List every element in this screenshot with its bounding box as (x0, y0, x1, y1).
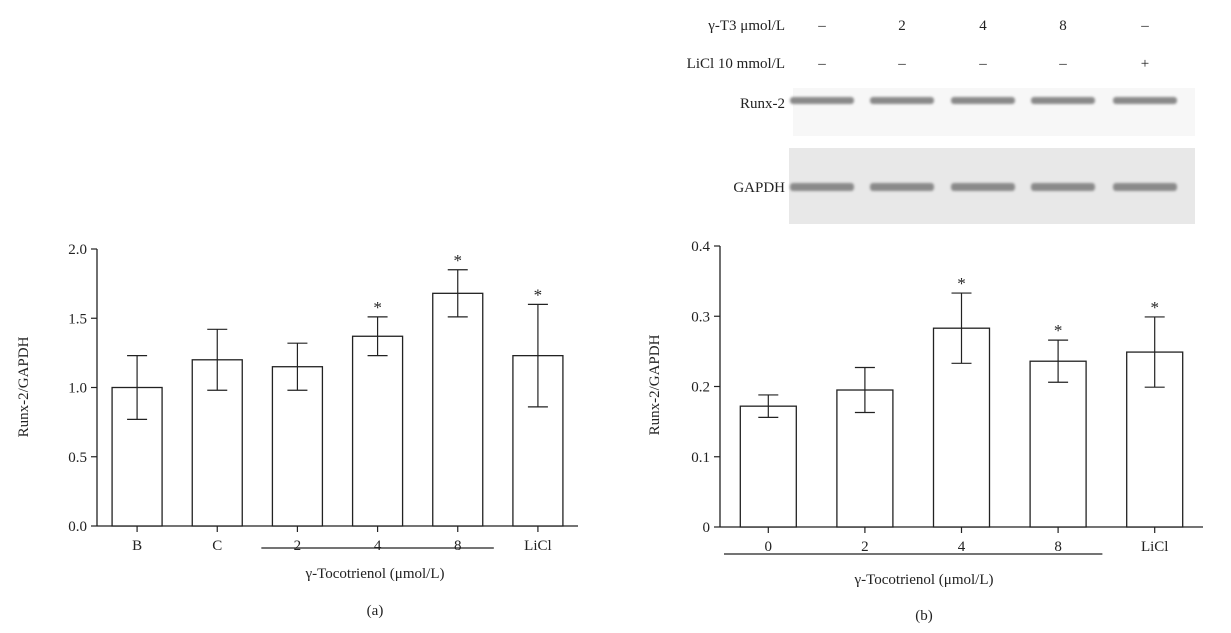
blot-bands-gapdh (790, 183, 1177, 191)
x-tick-label: C (212, 538, 222, 554)
blot-row1-value: 4 (979, 18, 987, 34)
significance-marker: * (957, 274, 966, 293)
blot-band-gapdh (1113, 183, 1177, 191)
blot-row1-value: 8 (1059, 18, 1067, 34)
blot-band-gapdh (1031, 183, 1095, 191)
y-tick-label: 0.0 (68, 519, 87, 535)
significance-marker: * (1054, 321, 1063, 340)
x-tick-label: 4 (374, 538, 382, 554)
blot-row2-value: – (817, 56, 826, 72)
y-tick-label: 1.0 (68, 381, 87, 397)
blot-row2-label: LiCl 10 mmol/L (687, 56, 785, 72)
blot-band2-label: GAPDH (733, 180, 785, 196)
x-tick-label: 8 (454, 538, 462, 554)
chart-a-xlabel: γ-Tocotrienol (μmol/L) (305, 566, 445, 582)
bar (351, 335, 404, 527)
blot-row1-values: – 2 4 8 – (817, 18, 1149, 34)
x-tick-label: 4 (958, 539, 966, 555)
bar (432, 292, 484, 527)
blot-row2-values: – – – – + (817, 56, 1149, 72)
x-tick-label: B (132, 538, 142, 554)
chart-a-panel-label: (a) (367, 603, 384, 619)
blot-band1-label: Runx-2 (740, 96, 785, 112)
x-tick-label: 0 (765, 539, 773, 555)
bar (1029, 360, 1087, 528)
significance-marker: * (1150, 298, 1159, 317)
blot-band-runx2 (790, 97, 854, 104)
blot-band-runx2 (870, 97, 934, 104)
blot-panel: γ-T3 μmol/L LiCl 10 mmol/L – 2 4 8 – – – – – + R… (687, 18, 1195, 224)
blot-row1-value: – (817, 18, 826, 34)
significance-marker: * (373, 298, 382, 317)
chart-b-panel-label: (b) (915, 608, 933, 624)
x-tick-label: 2 (861, 539, 869, 555)
y-tick-label: 0 (703, 520, 711, 536)
blot-band-runx2 (1113, 97, 1177, 104)
significance-marker: * (534, 285, 543, 304)
y-tick-label: 1.5 (68, 311, 87, 327)
blot-row1-label: γ-T3 μmol/L (707, 18, 785, 34)
blot-row1-value: 2 (898, 18, 906, 34)
blot-band-runx2 (1031, 97, 1095, 104)
chart-a: Runx-2/GAPDH γ-Tocotrienol (μmol/L) (a) … (16, 242, 578, 619)
y-tick-label: 0.2 (691, 380, 710, 396)
bar (739, 405, 797, 528)
blot-bands-runx2 (790, 97, 1177, 104)
blot-band-gapdh (790, 183, 854, 191)
y-tick-label: 0.5 (68, 450, 87, 466)
x-tick-label: LiCl (524, 538, 552, 554)
blot-row2-value: – (978, 56, 987, 72)
blot-row2-value: – (1058, 56, 1067, 72)
blot-row2-value: – (897, 56, 906, 72)
chart-b: Runx-2/GAPDH γ-Tocotrienol (μmol/L) (b) … (647, 239, 1203, 624)
chart-b-ylabel: Runx-2/GAPDH (647, 334, 663, 435)
blot-band-gapdh (870, 183, 934, 191)
x-tick-label: 8 (1054, 539, 1062, 555)
blot-band-gapdh (951, 183, 1015, 191)
chart-a-ylabel: Runx-2/GAPDH (16, 336, 32, 437)
blot-row2-value: + (1141, 56, 1149, 72)
blot-band-runx2 (951, 97, 1015, 104)
x-tick-label: LiCl (1141, 539, 1169, 555)
chart-b-xlabel: γ-Tocotrienol (μmol/L) (854, 572, 994, 588)
y-tick-label: 0.3 (691, 309, 710, 325)
y-tick-label: 2.0 (68, 242, 87, 258)
significance-marker: * (454, 251, 463, 270)
blot-row1-value: – (1140, 18, 1149, 34)
blot-gel-runx2 (793, 88, 1195, 136)
x-tick-label: 2 (294, 538, 302, 554)
y-tick-label: 0.4 (691, 239, 710, 255)
y-tick-label: 0.1 (691, 450, 710, 466)
